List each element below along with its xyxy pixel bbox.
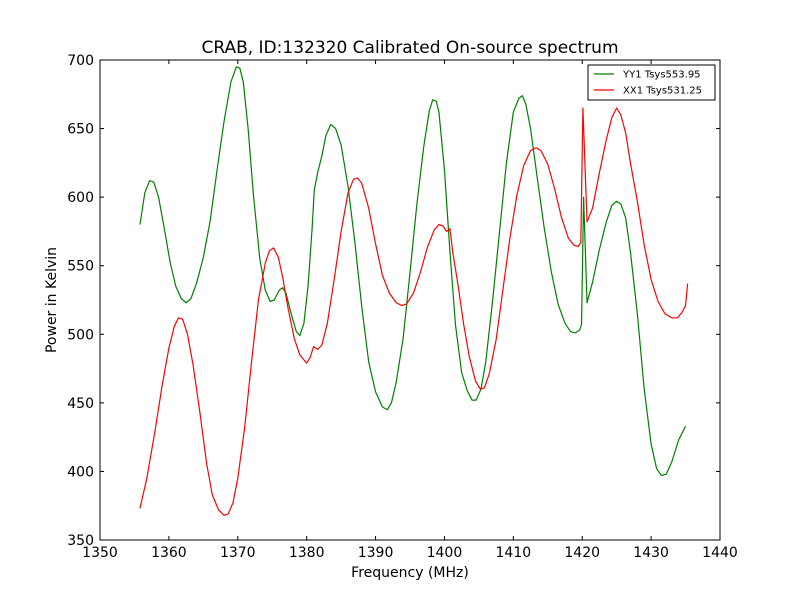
x-axis: 1350 1360 1370 1380 1390 1400 1410 1420 1430 1440 [82,60,738,561]
series-line-yy1 [139,66,687,477]
x-tick-label: 1360 [151,545,187,561]
y-tick-label: 500 [67,327,94,343]
legend-box [587,64,716,101]
y-tick-label: 350 [67,533,94,549]
x-tick-label: 1420 [564,545,600,561]
y-tick-label: 450 [67,396,94,412]
x-tick-label: 1350 [82,545,118,561]
y-tick-label: 650 [67,122,94,138]
chart-title: CRAB, ID:132320 Calibrated On-source spe… [201,38,618,58]
plot-frame [99,59,721,541]
y-axis: 350 400 450 500 550 600 650 700 [67,53,720,549]
legend-label-yy1: YY1 Tsys553.95 [622,70,701,81]
legend: YY1 Tsys553.95 XX1 Tsys531.25 [587,64,716,101]
x-tick-label: 1430 [633,545,669,561]
legend-label-xx1: XX1 Tsys531.25 [623,86,702,97]
y-tick-label: 550 [67,259,94,275]
y-tick-label: 400 [67,464,94,480]
y-axis-label: Power in Kelvin [44,247,60,353]
x-tick-label: 1410 [496,545,532,561]
x-tick-label: 1370 [220,545,256,561]
y-tick-label: 700 [67,53,94,69]
x-tick-label: 1390 [358,545,394,561]
series-line-xx1 [139,107,689,516]
series-layer [139,66,689,516]
x-axis-label: Frequency (MHz) [351,565,469,581]
x-tick-label: 1440 [702,545,738,561]
y-tick-label: 600 [67,190,94,206]
x-tick-label: 1380 [289,545,325,561]
x-tick-label: 1400 [427,545,463,561]
